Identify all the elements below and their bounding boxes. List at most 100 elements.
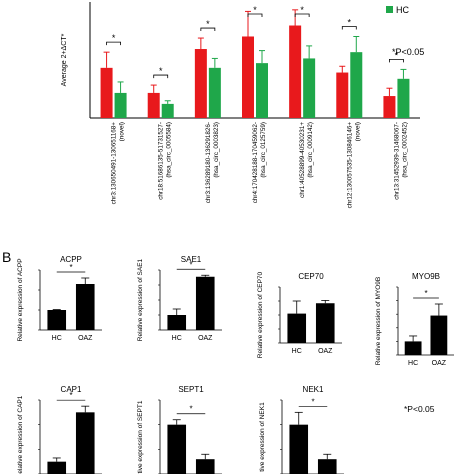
significance-bracket (247, 13, 263, 17)
bar-hc (47, 310, 67, 330)
subchart-cep70: CEP70 Relative expression of CEP70 HC OAZ (257, 271, 342, 358)
subchart-title: NEK1 (303, 385, 324, 394)
bar-oaz (383, 96, 396, 118)
panel-a-annotation: *P<0.05 (392, 47, 424, 57)
bar-hc (208, 67, 221, 118)
significance-star: * (253, 5, 257, 15)
x-tick-label: HC (52, 335, 62, 342)
bar-oaz (317, 459, 337, 474)
x-tick-label-line: chr3:136289180-136291826- (205, 122, 212, 203)
subchart-title: CEP70 (298, 272, 324, 281)
x-tick-label: chr3:130650491-130651168+(novel) (111, 122, 126, 205)
y-axis-label: Relative expression of MYO9B (375, 277, 382, 366)
panel-a-chart: Average 2+ΔCT* * chr3:130650491-130651168+… (61, 2, 420, 208)
significance-star: * (311, 397, 314, 406)
bar-hc (287, 313, 307, 343)
bar-hc (167, 424, 187, 474)
significance-bracket (341, 26, 357, 30)
bar-oaz (100, 67, 113, 118)
x-tick-label-line: (hsa_circ_0002452) (401, 122, 408, 178)
bar-hc (114, 92, 127, 118)
x-tick-label: HC (172, 335, 182, 342)
significance-bracket (200, 27, 216, 32)
significance-star: * (348, 17, 352, 27)
x-tick-label-line: (hsa_circ_0009142) (307, 122, 314, 178)
subchart-acpp: ACPP Relative expression of ACPP HC OAZ * (17, 255, 102, 342)
bar-hc (404, 341, 422, 355)
x-tick-label-line: (hsa_circ_0003823) (213, 122, 220, 178)
x-tick-label: chr12:130057535-130846146+(novel) (346, 122, 361, 209)
x-tick-label: chr1:40528899-40530231+(hsa_circ_0009142… (299, 122, 314, 198)
y-axis-label: Relative expression of ACPP (17, 258, 24, 341)
x-tick-label: OAZ (198, 335, 213, 342)
significance-star: * (189, 260, 192, 269)
x-tick-label: chr13:31452939-31468067-(hsa_circ_000245… (393, 122, 408, 200)
bar-hc (161, 103, 174, 118)
x-tick-label-line: (novel) (354, 122, 361, 141)
bar-hc (167, 315, 187, 330)
bar-oaz (315, 303, 335, 343)
significance-star: * (159, 66, 163, 76)
significance-star: * (424, 289, 427, 298)
significance-star: * (69, 391, 72, 400)
significance-star: * (112, 33, 116, 43)
y-axis-label: Relative expression of CEP70 (257, 271, 264, 358)
x-tick-label: chr4:170428188-170459062-(hsa_circ_01257… (252, 122, 267, 203)
significance-bracket (389, 59, 404, 63)
x-tick-label: chr18:51686135-51731527-(hsa_circ_000558… (158, 122, 173, 200)
legend-hc-label: HC (396, 5, 409, 15)
panel-b-label: B (2, 249, 11, 265)
x-tick-label: OAZ (318, 348, 333, 355)
legend-hc-swatch (386, 6, 393, 13)
bar-hc (256, 63, 268, 118)
bar-hc (303, 58, 316, 118)
significance-star: * (300, 5, 304, 15)
subchart-myo9b: MYO9B Relative expression of MYO9B HC OAZ * (375, 272, 454, 367)
bar-oaz (242, 36, 254, 119)
x-tick-label-line: chr13:31452939-31468067- (393, 122, 400, 200)
bar-oaz (430, 315, 448, 355)
x-tick-label: chr3:136289180-136291826-(hsa_circ_00038… (205, 122, 220, 203)
bar-oaz (147, 92, 160, 118)
subchart-title: MYO9B (412, 272, 440, 281)
x-tick-label-line: chr3:130650491-130651168+ (111, 122, 118, 205)
bar-oaz (336, 72, 349, 118)
significance-star: * (395, 50, 399, 60)
y-axis-label: Relative expression of CAP1 (17, 395, 24, 474)
subchart-title: SEPT1 (178, 385, 204, 394)
x-tick-label-line: (hsa_circ_0125759) (260, 122, 267, 178)
x-tick-label: HC (292, 348, 302, 355)
x-tick-label-line: (hsa_circ_0005584) (166, 122, 173, 178)
y-axis-label: Relative expression of SAE1 (137, 258, 144, 341)
y-axis-label: tive expression of NEK1 (259, 402, 266, 472)
subchart-title: CAP1 (61, 385, 82, 394)
significance-bracket (294, 13, 310, 17)
x-tick-label-line: chr18:51686135-51731527- (158, 122, 165, 200)
subchart-title: ACPP (60, 255, 82, 264)
significance-bracket (106, 41, 121, 46)
x-tick-label: OAZ (78, 335, 93, 342)
bar-oaz (75, 284, 95, 330)
bar-hc (289, 424, 309, 474)
bar-oaz (289, 25, 302, 119)
significance-star: * (69, 263, 72, 272)
y-axis-label: tive expression of SEPT1 (137, 400, 144, 473)
x-tick-label-line: chr4:170428188-170459062- (252, 122, 259, 203)
bar-hc (397, 78, 410, 118)
bar-hc (47, 461, 67, 474)
x-tick-label-line: chr12:130057535-130846146+ (346, 122, 353, 209)
subchart-title: SAE1 (181, 255, 202, 264)
bar-oaz (195, 459, 215, 474)
x-tick-label: OAZ (432, 360, 447, 367)
x-tick-label: HC (408, 360, 418, 367)
x-tick-label-line: (novel) (119, 122, 126, 141)
x-tick-label-line: chr1:40528899-40530231+ (299, 122, 306, 198)
panel-b-annotation: *P<0.05 (404, 404, 435, 414)
bar-oaz (195, 276, 215, 330)
significance-star: * (189, 405, 192, 414)
